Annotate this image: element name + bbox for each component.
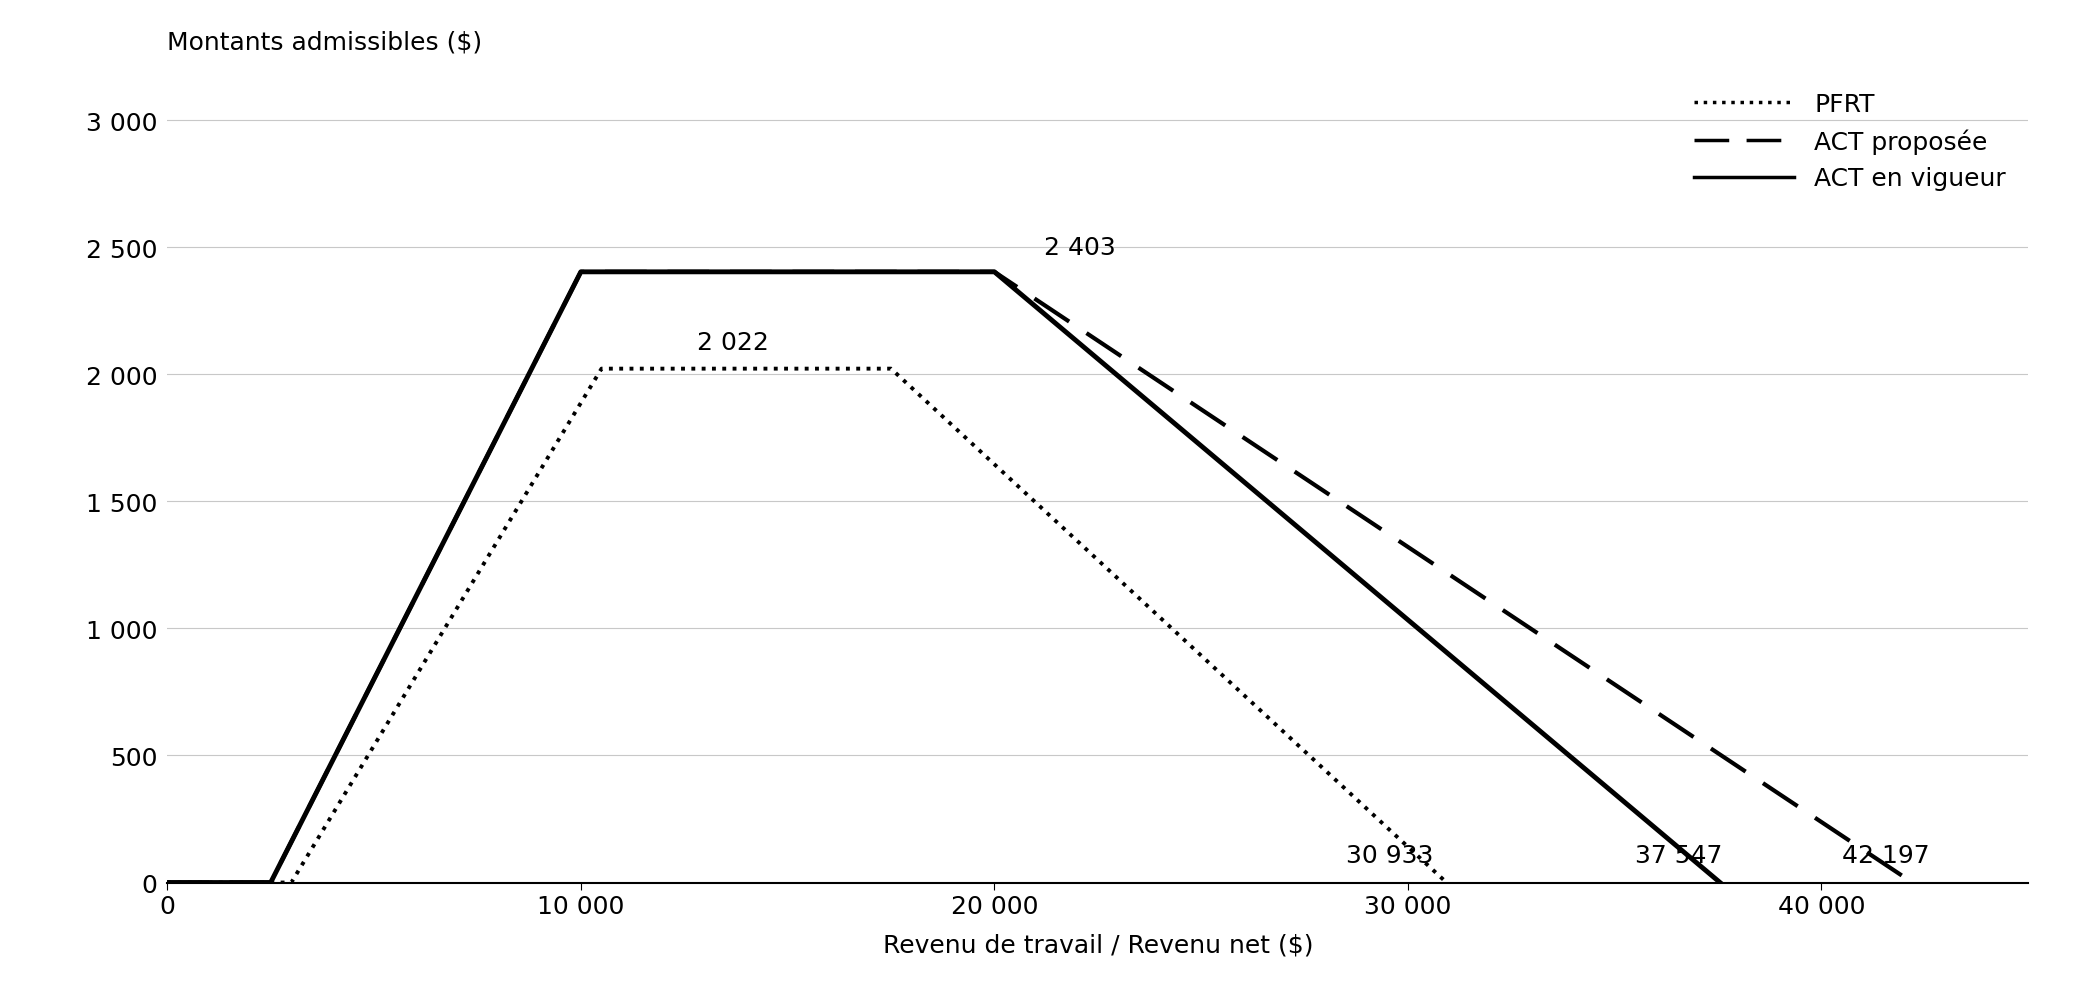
Text: 42 197: 42 197 xyxy=(1842,844,1930,868)
ACT proposée xyxy=(1901,877,1926,889)
ACT en vigueur xyxy=(1708,877,1733,889)
ACT en vigueur xyxy=(257,877,282,889)
Line: PFRT: PFRT xyxy=(167,369,1447,883)
PFRT xyxy=(1434,877,1460,889)
ACT proposée xyxy=(569,267,594,279)
Text: Montants admissibles ($): Montants admissibles ($) xyxy=(167,30,483,54)
PFRT xyxy=(155,877,180,889)
Legend: PFRT, ACT proposée, ACT en vigueur: PFRT, ACT proposée, ACT en vigueur xyxy=(1683,82,2016,201)
Text: 2 403: 2 403 xyxy=(1043,236,1117,260)
ACT en vigueur xyxy=(569,267,594,279)
ACT en vigueur xyxy=(1708,877,1733,889)
ACT en vigueur xyxy=(983,267,1008,279)
X-axis label: Revenu de travail / Revenu net ($): Revenu de travail / Revenu net ($) xyxy=(882,932,1313,956)
Line: ACT en vigueur: ACT en vigueur xyxy=(167,273,1721,883)
Text: 30 933: 30 933 xyxy=(1347,844,1432,868)
PFRT xyxy=(878,363,903,375)
ACT proposée xyxy=(155,877,180,889)
ACT proposée xyxy=(257,877,282,889)
Text: 2 022: 2 022 xyxy=(696,331,769,354)
PFRT xyxy=(278,877,303,889)
ACT en vigueur xyxy=(155,877,180,889)
PFRT xyxy=(1434,877,1460,889)
ACT proposée xyxy=(1901,877,1926,889)
Line: ACT proposée: ACT proposée xyxy=(167,273,1913,883)
Text: 37 547: 37 547 xyxy=(1635,844,1723,868)
PFRT xyxy=(590,363,615,375)
ACT proposée xyxy=(983,267,1008,279)
